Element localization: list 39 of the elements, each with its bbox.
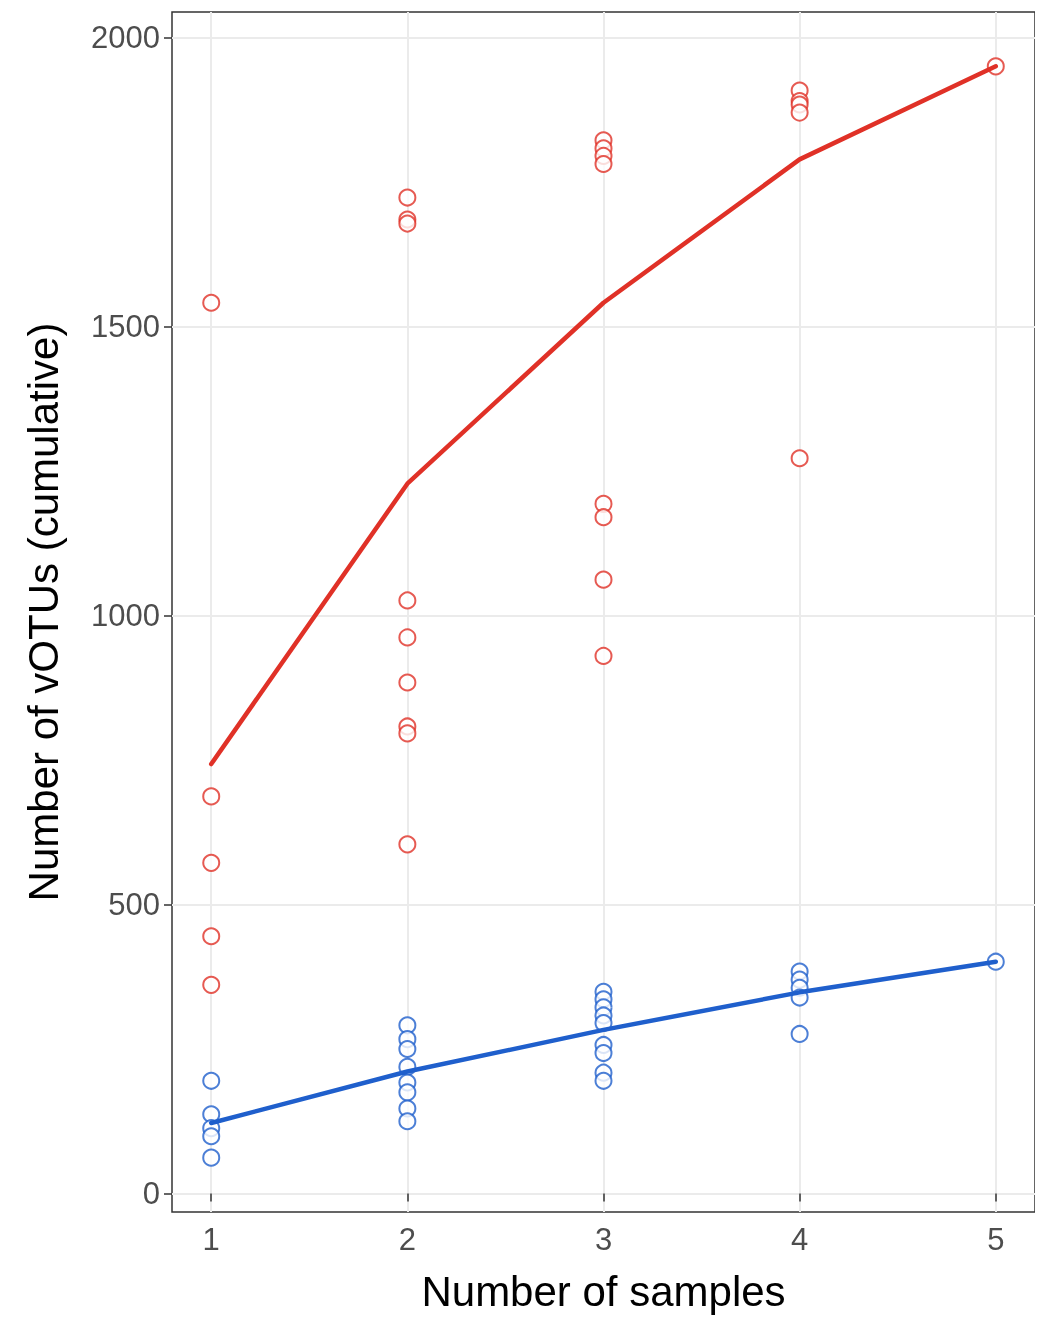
y-tick-label: 0 [142,1176,160,1211]
point [790,103,809,122]
y-tick-label: 1500 [91,308,160,344]
point [594,1071,613,1090]
point [398,1040,417,1058]
point [398,673,417,692]
y-axis-title: Number of vOTUs (cumulative) [19,322,67,902]
point [398,1083,417,1102]
y-tick-label: 1000 [91,597,160,633]
point [790,449,809,468]
x-tick-label: 5 [987,1222,1005,1257]
x-axis-title: Number of samples [421,1267,786,1315]
x-tick-label: 1 [202,1222,220,1257]
point [202,787,221,806]
x-tick-label: 3 [594,1222,613,1257]
point [202,1071,221,1090]
point [202,927,221,946]
point [398,188,417,207]
y-tick-label: 500 [108,886,160,922]
point [594,155,613,174]
point [202,975,221,994]
point [594,570,613,589]
y-tick-label: 2000 [91,19,160,55]
point [594,646,613,665]
point [398,1112,417,1131]
point [202,1127,221,1146]
point [398,628,417,647]
point [398,591,417,610]
point [398,835,417,854]
point [398,214,417,233]
x-tick-label: 2 [398,1222,416,1257]
x-tick-label: 4 [791,1222,809,1257]
point [202,853,221,872]
point [202,1148,221,1167]
point [594,508,613,527]
point [594,1044,613,1063]
point [398,724,417,743]
point [202,293,221,312]
point [790,1024,809,1043]
